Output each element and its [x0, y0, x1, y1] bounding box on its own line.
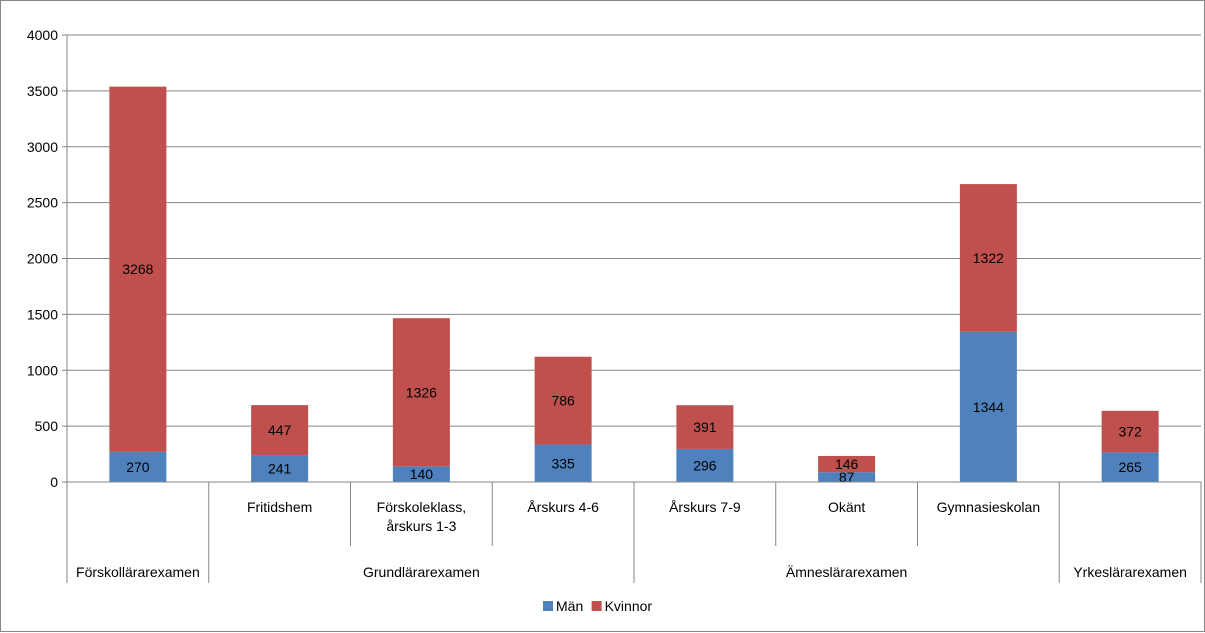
data-label: 447 [268, 422, 292, 438]
legend: Män Kvinnor [543, 598, 652, 614]
category-label: årskurs 1-3 [386, 518, 456, 534]
y-tick-label: 0 [50, 474, 58, 490]
bar-man [534, 444, 592, 482]
bar-kvinnor [676, 405, 734, 449]
group-label: Yrkeslärarexamen [1073, 564, 1187, 580]
data-label: 1322 [973, 250, 1004, 266]
bar-kvinnor [959, 184, 1017, 332]
y-tick-label: 1000 [27, 362, 58, 378]
y-tick-label: 2500 [27, 195, 58, 211]
category-labels: Fritidshem Förskoleklass, årskurs 1-3 Årsku… [76, 499, 1187, 580]
data-label: 146 [835, 456, 859, 472]
y-tick-label: 500 [35, 418, 59, 434]
category-label: Gymnasieskolan [937, 499, 1041, 515]
legend-label: Kvinnor [605, 598, 653, 614]
legend-label: Män [556, 598, 583, 614]
data-label: 241 [268, 461, 292, 477]
data-label: 265 [1118, 459, 1142, 475]
bar-kvinnor [818, 455, 876, 473]
data-label: 786 [551, 393, 575, 409]
bar-kvinnor [534, 356, 592, 445]
group-label: Ämneslärarexamen [786, 564, 907, 580]
y-tick-label: 2000 [27, 251, 58, 267]
category-label: Fritidshem [247, 499, 312, 515]
data-label: 87 [839, 469, 855, 485]
data-label: 270 [126, 459, 150, 475]
y-tick-label: 4000 [27, 27, 58, 43]
bar-man [818, 472, 876, 482]
y-tick-label: 1500 [27, 306, 58, 322]
gridlines [67, 34, 1201, 427]
bar-kvinnor [109, 86, 167, 452]
data-label: 391 [693, 419, 717, 435]
category-label: Okänt [828, 499, 865, 515]
data-label: 140 [410, 466, 434, 482]
y-tick-label: 3000 [27, 139, 58, 155]
data-label: 1344 [973, 399, 1004, 415]
bar-man [676, 448, 734, 482]
group-label: Förskollärarexamen [76, 564, 200, 580]
group-label: Grundlärarexamen [363, 564, 480, 580]
category-label: Årskurs 7-9 [669, 499, 741, 515]
bar-man [251, 455, 309, 482]
legend-swatch-kvinnor [591, 601, 602, 611]
data-label: 1326 [406, 384, 437, 400]
data-label: 296 [693, 457, 717, 473]
bar-kvinnor [1101, 410, 1159, 453]
data-label: 335 [551, 455, 575, 471]
data-label: 372 [1118, 424, 1142, 440]
bar-man [109, 451, 167, 482]
bar-man [959, 331, 1017, 482]
category-label: Förskoleklass, [377, 499, 466, 515]
category-label: Årskurs 4-6 [527, 499, 599, 515]
axes [66, 35, 1202, 583]
legend-swatch-man [543, 601, 553, 611]
data-label: 3268 [122, 261, 153, 277]
bar-kvinnor [251, 405, 309, 456]
bar-kvinnor [392, 318, 450, 467]
y-tick-label: 3500 [27, 83, 58, 99]
y-axis-ticks: 0 500 1000 1500 2000 2500 3000 3500 4000 [27, 27, 67, 490]
bar-man [1101, 452, 1159, 482]
bar-man [392, 466, 450, 482]
